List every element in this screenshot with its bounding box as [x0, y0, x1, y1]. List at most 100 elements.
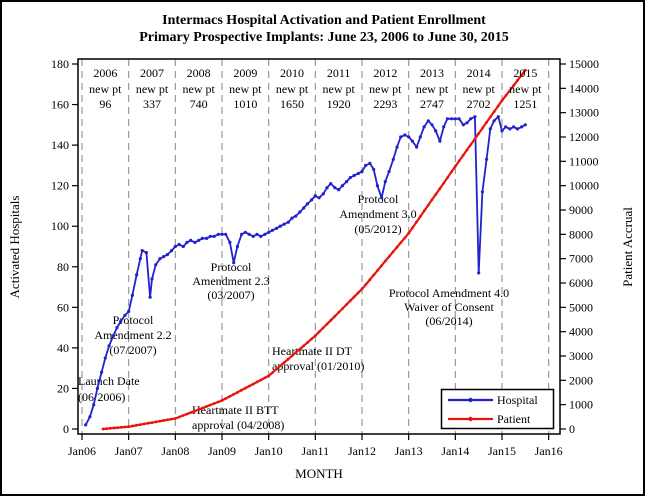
patient-marker: [426, 204, 430, 207]
hospital-marker: [255, 232, 259, 236]
patient-marker: [310, 337, 313, 341]
hospital-marker: [352, 173, 356, 178]
annotation-line: (06/2006): [78, 390, 125, 404]
patient-marker: [465, 148, 469, 152]
patient-marker: [488, 115, 492, 119]
y-right-tick-label: 14000: [569, 81, 599, 95]
patient-marker: [391, 250, 395, 254]
patient-marker: [197, 408, 201, 411]
annotation-line: approval (01/2010): [272, 359, 364, 373]
year-label: 2007: [140, 66, 164, 80]
hospital-marker: [282, 222, 286, 226]
annotation-line: Protocol: [211, 260, 252, 274]
patient-marker: [399, 241, 403, 244]
patient-marker: [259, 378, 263, 382]
patient-marker: [243, 386, 247, 390]
x-tick-label: Jan16: [535, 444, 563, 458]
patient-marker: [105, 427, 109, 431]
patient-marker: [376, 269, 379, 272]
hospital-marker: [278, 224, 282, 228]
y-left-tick-label: 0: [63, 422, 69, 436]
hospital-marker: [298, 210, 302, 214]
y-left-tick-label: 100: [51, 219, 69, 233]
patient-marker: [415, 220, 418, 224]
legend-hospital-label: Hospital: [497, 393, 538, 407]
patient-marker: [434, 192, 438, 196]
patient-marker: [380, 264, 383, 268]
patient-marker: [512, 84, 516, 87]
hospital-marker: [305, 202, 309, 206]
legend-box: [440, 388, 555, 430]
patient-marker: [407, 231, 411, 235]
patient-marker: [461, 154, 465, 157]
y-right-tick-label: 15000: [569, 57, 599, 71]
patient-marker: [193, 409, 197, 413]
patient-marker: [271, 371, 274, 374]
new-pt-value: 1650: [280, 97, 304, 111]
hospital-line: [84, 115, 526, 426]
patient-marker: [508, 89, 512, 92]
hospital-marker: [232, 261, 236, 265]
hospital-marker: [197, 238, 201, 242]
hospital-marker: [340, 184, 344, 188]
annotation-protocol-2-2: Protocol Amendment 2.2 (07/2007): [94, 313, 171, 357]
hospital-marker: [372, 167, 376, 171]
hospital-marker: [430, 123, 434, 127]
hospital-marker: [345, 180, 349, 184]
hospital-marker: [259, 234, 263, 238]
patient-marker: [189, 411, 193, 414]
patient-marker: [325, 322, 329, 326]
hospital-marker: [321, 192, 325, 196]
patient-marker: [101, 427, 105, 431]
hospital-marker: [496, 115, 500, 119]
legend-patient-label: Patient: [497, 412, 531, 426]
patient-marker: [477, 132, 481, 135]
patient-marker: [360, 287, 364, 291]
patient-marker: [162, 419, 166, 422]
hospital-marker: [212, 234, 216, 238]
patient-marker: [131, 424, 135, 428]
x-axis-label: MONTH: [295, 466, 343, 481]
hospital-marker: [395, 145, 399, 149]
patient-marker: [469, 143, 473, 146]
hospital-marker: [523, 123, 527, 127]
hospital-marker: [391, 157, 395, 161]
hospital-marker: [450, 117, 454, 121]
patient-marker: [523, 68, 527, 72]
patient-marker: [473, 137, 477, 141]
year-label: 2010: [280, 66, 304, 80]
patient-marker: [341, 307, 344, 310]
hospital-marker: [286, 220, 290, 224]
hospital-marker: [247, 232, 251, 236]
hospital-marker: [317, 196, 321, 200]
patient-marker: [446, 176, 449, 179]
hospital-marker: [88, 415, 92, 419]
year-label: 2011: [327, 66, 351, 80]
patient-marker: [112, 426, 116, 430]
patient-marker: [208, 403, 212, 407]
hospital-marker: [177, 242, 181, 247]
hospital-marker: [422, 125, 426, 129]
patient-marker: [442, 181, 446, 185]
hospital-marker: [465, 121, 469, 125]
hospital-marker: [251, 234, 255, 238]
y-left-axis-label: Activated Hospitals: [7, 196, 22, 299]
patient-marker: [236, 390, 240, 394]
patient-marker: [383, 259, 387, 263]
year-label: 2014: [467, 66, 491, 80]
patient-marker: [154, 420, 158, 424]
patient-marker: [453, 165, 457, 168]
patient-marker: [146, 421, 150, 425]
patient-marker: [224, 397, 228, 400]
legend-hospital-marker: [468, 397, 473, 403]
hospital-marker: [200, 236, 204, 240]
patient-marker: [232, 392, 236, 396]
hospital-marker: [224, 232, 228, 236]
patient-marker: [329, 318, 333, 322]
hospital-marker: [383, 180, 387, 184]
patient-marker: [251, 382, 255, 386]
y-left-tick-label: 40: [57, 341, 69, 355]
patient-marker: [263, 376, 267, 380]
annotation-line: (06/2014): [425, 314, 472, 328]
